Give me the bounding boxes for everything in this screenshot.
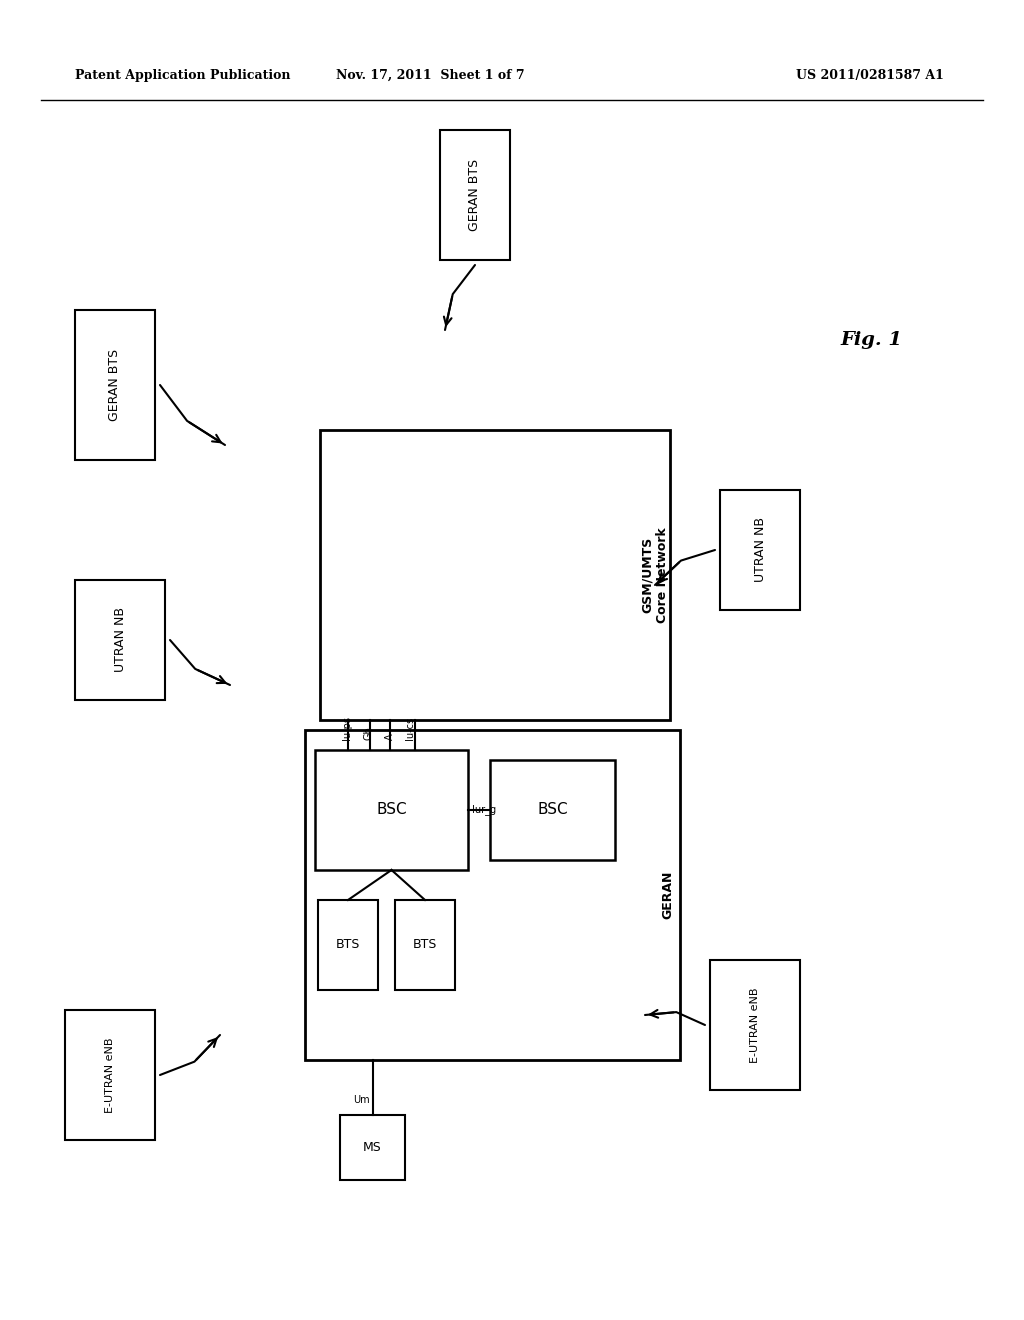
Bar bbox=[490, 760, 615, 861]
Text: MS: MS bbox=[364, 1140, 382, 1154]
Text: Fig. 1: Fig. 1 bbox=[840, 331, 902, 348]
Text: E-UTRAN eNB: E-UTRAN eNB bbox=[105, 1038, 115, 1113]
Bar bbox=[720, 490, 800, 610]
Bar bbox=[710, 960, 800, 1090]
Text: UTRAN NB: UTRAN NB bbox=[754, 517, 767, 582]
Bar bbox=[75, 310, 155, 459]
Text: E-UTRAN eNB: E-UTRAN eNB bbox=[750, 987, 760, 1063]
Text: GERAN BTS: GERAN BTS bbox=[109, 348, 122, 421]
Text: BSC: BSC bbox=[538, 803, 568, 817]
Text: GERAN: GERAN bbox=[662, 871, 675, 919]
Bar bbox=[318, 900, 378, 990]
Text: Gb: Gb bbox=[364, 726, 374, 741]
Text: GSM/UMTS
Core Network: GSM/UMTS Core Network bbox=[641, 527, 669, 623]
Text: A: A bbox=[385, 734, 395, 741]
Text: UTRAN NB: UTRAN NB bbox=[114, 607, 127, 672]
Text: BTS: BTS bbox=[413, 939, 437, 952]
Bar bbox=[395, 900, 455, 990]
Text: Iu-cs: Iu-cs bbox=[406, 717, 415, 741]
Text: Iu-ps: Iu-ps bbox=[342, 715, 352, 741]
Text: Patent Application Publication: Patent Application Publication bbox=[75, 69, 291, 82]
Text: Um: Um bbox=[353, 1096, 370, 1105]
Bar bbox=[305, 730, 680, 1060]
Text: Iur_g: Iur_g bbox=[472, 805, 496, 816]
Text: BTS: BTS bbox=[336, 939, 360, 952]
Text: GERAN BTS: GERAN BTS bbox=[469, 158, 481, 231]
Text: Nov. 17, 2011  Sheet 1 of 7: Nov. 17, 2011 Sheet 1 of 7 bbox=[336, 69, 524, 82]
Bar bbox=[319, 430, 670, 719]
Bar bbox=[75, 579, 165, 700]
Bar bbox=[340, 1115, 406, 1180]
Bar bbox=[440, 129, 510, 260]
Bar bbox=[65, 1010, 155, 1140]
Text: BSC: BSC bbox=[376, 803, 407, 817]
Bar bbox=[315, 750, 468, 870]
Text: US 2011/0281587 A1: US 2011/0281587 A1 bbox=[796, 69, 944, 82]
